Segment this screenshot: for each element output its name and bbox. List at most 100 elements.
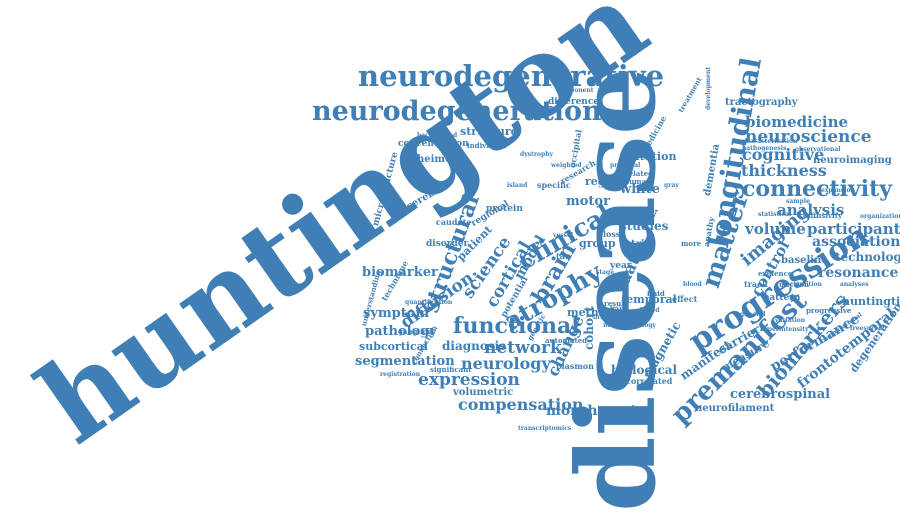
word-technology: technology [835, 250, 900, 264]
word-gray: gray [664, 182, 679, 189]
word-study: study [612, 204, 658, 222]
word-loss: loss [603, 229, 621, 239]
word-connectivity: connectivity [742, 176, 893, 202]
word-thickness: thickness [741, 161, 827, 180]
word-general: general [740, 311, 766, 318]
word-pathogenesis: pathogenesis [742, 145, 787, 152]
word-progressive: progressive [806, 306, 852, 315]
word-compensation: compensation [458, 395, 584, 414]
word-characterization: characterization [742, 138, 798, 145]
word-automated: automated [545, 336, 588, 345]
word-diffusivity: diffusivity [803, 211, 843, 220]
word-variation: variation [775, 317, 806, 324]
word-huntingtin: huntingtin [842, 295, 900, 308]
word-organization: organization [860, 213, 900, 220]
word-analyses: analyses [840, 281, 869, 288]
word-level: level [610, 305, 626, 312]
word-difference: difference [548, 97, 600, 107]
word-quantification: quantification [405, 299, 453, 306]
word-fluid: fluid [647, 289, 665, 298]
word-ganglion: ganglion [398, 327, 433, 336]
word-volume: volume [745, 220, 806, 238]
word-diagnosis: diagnosis [442, 339, 506, 353]
word-symptom: symptom [363, 306, 430, 321]
word-expression: expression [418, 370, 520, 390]
word-temporal: temporal [621, 293, 677, 306]
word-cognition: cognition [790, 281, 822, 288]
word-function: function [776, 280, 810, 289]
word-participant: participant [807, 220, 900, 238]
word-island: island [507, 182, 528, 189]
word-specific: specific [537, 180, 571, 190]
word-alzheimer: alzheimer [401, 154, 457, 165]
word-motor: motor [566, 194, 610, 209]
word-component: component [556, 87, 594, 94]
word-caudate: caudate [436, 217, 472, 227]
word-cognitive: cognitive [742, 145, 825, 164]
word-neurodegenerative: neurodegenerative [358, 59, 665, 93]
word-biomarker: biomarker [362, 265, 438, 280]
word-method: method [567, 306, 614, 319]
word-subcortical: subcortical [359, 340, 428, 353]
word-evidence: evidence [758, 269, 793, 278]
word-neuroimaging: neuroimaging [813, 155, 892, 166]
word-statistical: statistical [758, 211, 792, 218]
word-neuropathology: neuropathology [603, 322, 656, 329]
word-analysis: analysis [777, 201, 845, 219]
word-principal: principal [610, 162, 641, 169]
word-tau: tau [556, 251, 571, 261]
word-significant: significant [430, 365, 472, 374]
word-track: track [744, 279, 768, 289]
word-concentration: concentration [398, 139, 469, 149]
word-resonance: resonance [818, 265, 899, 281]
word-baseline: baseline [781, 255, 828, 266]
word-trial: trial [631, 239, 655, 250]
word-expansion: expansion [821, 187, 855, 194]
word-neuroscience: neuroscience [745, 127, 872, 147]
word-freesurfer: freesurfer [850, 325, 884, 332]
word-development: development [705, 66, 712, 110]
word-human: human [624, 177, 652, 186]
word-functional: functional [453, 313, 580, 339]
word-volumetric: volumetric [453, 387, 514, 398]
word-individual: individual [467, 141, 507, 150]
word-white: white [620, 182, 660, 197]
word-cohort: cohort [582, 306, 596, 350]
word-dystrophy: dystrophy [520, 151, 554, 158]
word-pattern: pattern [763, 293, 801, 303]
word-plasmon: plasmon [556, 361, 594, 371]
word-registration: registration [380, 371, 421, 378]
word-biological: biological [611, 363, 678, 377]
word-mutation: mutation [620, 150, 677, 163]
word-based: based [640, 307, 660, 314]
word-first: first [593, 314, 607, 321]
word-sample: sample [786, 198, 810, 205]
word-tractography: tractography [725, 97, 798, 108]
word-disorder: disorder [426, 239, 469, 249]
word-segmentation: segmentation [355, 354, 455, 369]
word-related: related [625, 169, 653, 178]
word-biomedicine: biomedicine [745, 113, 849, 131]
word-hyperintensity: hyperintensity [760, 326, 809, 333]
word-region: region [585, 175, 625, 188]
word-weighted: weighted [551, 162, 582, 169]
word-correlated: correlated [626, 376, 673, 386]
word-pathology: pathology [365, 324, 437, 339]
word-network: network [484, 338, 562, 358]
word-transcriptomics: transcriptomics [518, 425, 572, 432]
word-neurodegeneration: neurodegeneration [312, 96, 602, 127]
word-group: group [579, 237, 616, 250]
word-more: more [681, 239, 702, 248]
word-effect: effect [672, 294, 698, 304]
word-neurology: neurology [461, 354, 551, 373]
word-association: association [812, 234, 900, 250]
word-stage: stage [596, 269, 615, 276]
word-studies: studies [620, 219, 669, 233]
word-result: result [604, 299, 628, 308]
word-observational: observational [795, 146, 841, 153]
word-year: year [610, 261, 632, 271]
word-background: background [417, 132, 458, 139]
word-morphometry: morphometry [546, 403, 653, 419]
word-vessel: vessel [553, 232, 574, 239]
